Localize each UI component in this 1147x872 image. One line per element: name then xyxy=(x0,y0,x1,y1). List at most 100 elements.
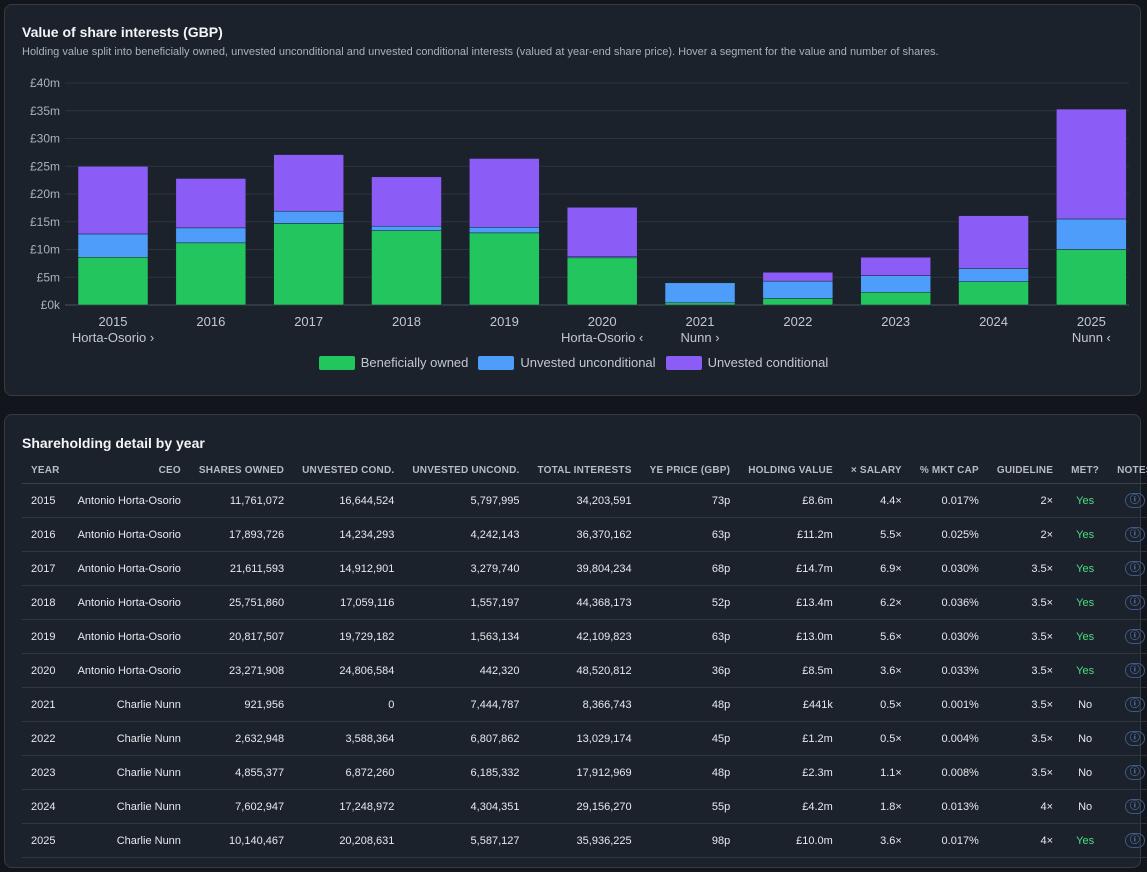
notes-cell: ⓘ xyxy=(1108,823,1147,858)
y-tick-label: £25m xyxy=(30,159,60,173)
info-icon[interactable]: ⓘ xyxy=(1124,799,1145,814)
table-cell: Charlie Nunn xyxy=(68,789,190,824)
bar-segment[interactable] xyxy=(958,268,1029,282)
bar-segment[interactable] xyxy=(860,257,931,276)
table-cell: Antonio Horta-Osorio xyxy=(68,517,190,552)
column-header[interactable]: SHARES OWNED xyxy=(189,457,294,484)
bar-segment[interactable] xyxy=(762,272,834,282)
legend-item[interactable]: Unvested unconditional xyxy=(478,355,656,370)
bar-segment[interactable] xyxy=(762,280,834,299)
x-tick-label: 2015 xyxy=(99,314,128,329)
info-icon[interactable]: ⓘ xyxy=(1124,731,1145,746)
info-icon[interactable]: ⓘ xyxy=(1124,493,1145,508)
legend-label: Unvested unconditional xyxy=(520,355,656,370)
legend-item[interactable]: Unvested conditional xyxy=(665,355,828,370)
table-cell: 6,807,862 xyxy=(403,721,529,756)
bar-segment[interactable] xyxy=(371,230,442,306)
bar-segment[interactable] xyxy=(371,176,442,227)
bar-segment[interactable] xyxy=(566,207,638,257)
info-icon[interactable]: ⓘ xyxy=(1124,663,1145,678)
column-header[interactable]: MET? xyxy=(1062,457,1109,484)
bar-segment[interactable] xyxy=(469,227,540,234)
bar-segment[interactable] xyxy=(469,158,540,228)
table-cell: 13,029,174 xyxy=(528,721,641,756)
bar-segment[interactable] xyxy=(566,257,638,306)
column-header[interactable]: % MKT CAP xyxy=(910,457,988,484)
column-header[interactable]: × SALARY xyxy=(841,457,911,484)
table-row: 2022 Charlie Nunn 2,632,948 3,588,364 6,807,… xyxy=(22,721,1147,756)
table-cell: 10,140,467 xyxy=(189,823,294,858)
met-status: Yes xyxy=(1062,483,1109,518)
x-tick-label: 2020 xyxy=(588,314,617,329)
table-cell: 0.030% xyxy=(910,619,988,654)
table-cell: 1,557,197 xyxy=(403,585,529,620)
table-cell: 0.013% xyxy=(910,789,988,824)
bar-segment[interactable] xyxy=(371,225,442,231)
notes-cell: ⓘ xyxy=(1108,687,1147,722)
met-status: Yes xyxy=(1062,517,1109,552)
info-icon[interactable]: ⓘ xyxy=(1124,765,1145,780)
column-header[interactable]: HOLDING VALUE xyxy=(739,457,842,484)
bar-segment[interactable] xyxy=(77,166,149,235)
bar-segment[interactable] xyxy=(1056,108,1127,220)
bar-segment[interactable] xyxy=(1056,218,1127,250)
column-header[interactable]: UNVESTED COND. xyxy=(293,457,404,484)
bar-segment[interactable] xyxy=(273,154,344,212)
column-header[interactable]: YE PRICE (GBP) xyxy=(640,457,740,484)
table-row: 2017 Antonio Horta-Osorio 21,611,593 14,912… xyxy=(22,551,1147,586)
bar-segment[interactable] xyxy=(860,275,931,293)
table-cell: 0.033% xyxy=(910,653,988,688)
legend-item[interactable]: Beneficially owned xyxy=(318,355,468,370)
table-cell: 1.8× xyxy=(841,789,911,824)
bar-segment[interactable] xyxy=(664,282,736,304)
table-cell: 34,203,591 xyxy=(528,483,641,518)
bar-segment[interactable] xyxy=(762,298,834,306)
info-icon[interactable]: ⓘ xyxy=(1124,561,1145,576)
table-cell: Charlie Nunn xyxy=(68,721,190,756)
column-header[interactable]: TOTAL INTERESTS xyxy=(528,457,641,484)
info-icon[interactable]: ⓘ xyxy=(1124,629,1145,644)
table-cell: 5.5× xyxy=(841,517,911,552)
bar-segment[interactable] xyxy=(958,281,1029,306)
table-cell: 4.4× xyxy=(841,483,911,518)
info-icon[interactable]: ⓘ xyxy=(1124,527,1145,542)
bar-segment[interactable] xyxy=(77,233,149,258)
bar-segment[interactable] xyxy=(469,232,540,306)
table-cell: 3.5× xyxy=(987,755,1063,790)
table-cell: 29,156,270 xyxy=(528,789,641,824)
table-cell: 17,893,726 xyxy=(189,517,294,552)
bar-segment[interactable] xyxy=(273,210,344,224)
column-header[interactable]: YEAR xyxy=(22,457,69,484)
bar-segment[interactable] xyxy=(175,227,247,244)
column-header[interactable]: GUIDELINE xyxy=(987,457,1063,484)
table-cell: 21,611,593 xyxy=(189,551,294,586)
table-cell: 11,761,072 xyxy=(189,483,294,518)
y-tick-label: £20m xyxy=(30,187,60,201)
table-cell: 0.017% xyxy=(910,823,988,858)
bar-segment[interactable] xyxy=(175,178,247,229)
table-cell: Antonio Horta-Osorio xyxy=(68,585,190,620)
column-header[interactable]: NOTES xyxy=(1108,457,1147,484)
bar-segment[interactable] xyxy=(664,302,736,306)
x-tick-label: 2021 xyxy=(686,314,715,329)
x-tick-label: 2019 xyxy=(490,314,519,329)
bar-segment[interactable] xyxy=(273,223,344,306)
met-status: Yes xyxy=(1062,551,1109,586)
met-status: No xyxy=(1062,755,1109,790)
bar-segment[interactable] xyxy=(175,242,247,306)
table-cell: 6,872,260 xyxy=(293,755,404,790)
info-icon[interactable]: ⓘ xyxy=(1124,697,1145,712)
bar-segment[interactable] xyxy=(860,291,931,306)
info-icon[interactable]: ⓘ xyxy=(1124,833,1145,848)
bar-segment[interactable] xyxy=(958,215,1029,269)
chart-title: Value of share interests (GBP) xyxy=(22,24,223,40)
table-cell: 2× xyxy=(987,517,1063,552)
y-tick-label: £10m xyxy=(30,243,60,257)
bar-segment[interactable] xyxy=(1056,249,1127,306)
table-cell: 0.5× xyxy=(841,721,911,756)
column-header[interactable]: UNVESTED UNCOND. xyxy=(403,457,529,484)
table-cell: Charlie Nunn xyxy=(68,823,190,858)
bar-segment[interactable] xyxy=(77,257,149,306)
info-icon[interactable]: ⓘ xyxy=(1124,595,1145,610)
column-header[interactable]: CEO xyxy=(68,457,190,484)
